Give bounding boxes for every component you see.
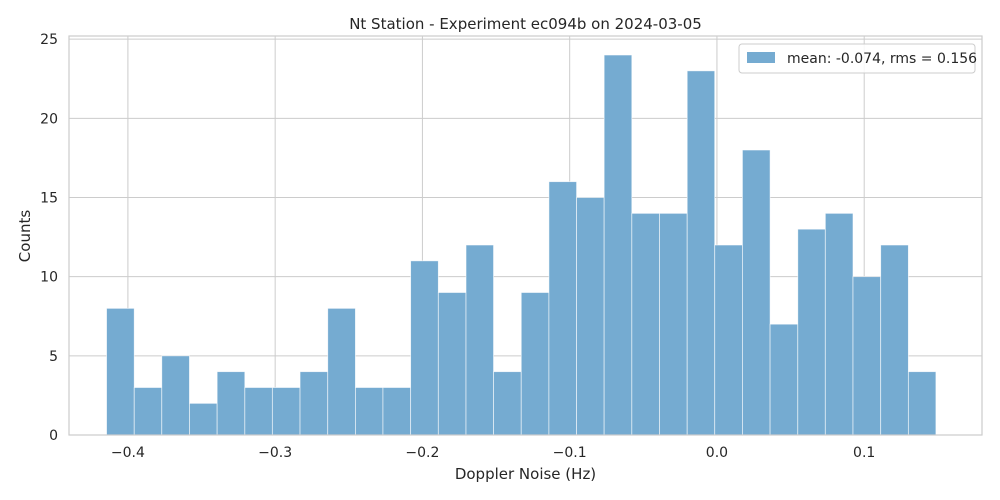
histogram-bar	[216, 371, 246, 436]
y-axis-title: Counts	[16, 210, 34, 263]
histogram-bar	[465, 244, 494, 436]
x-tick-label: −0.4	[111, 445, 145, 461]
histogram-bar	[244, 387, 273, 436]
histogram-bar	[520, 292, 550, 436]
histogram-bar	[299, 371, 329, 436]
histogram-bar	[714, 244, 743, 436]
histogram-bar	[907, 371, 937, 436]
histogram-bar	[355, 387, 384, 436]
legend-swatch	[747, 52, 775, 63]
histogram-bar	[576, 197, 605, 436]
histogram-bar	[327, 307, 356, 436]
chart-title: Nt Station - Experiment ec094b on 2024-0…	[349, 15, 702, 33]
y-tick-label: 25	[40, 32, 58, 48]
histogram-bar	[382, 387, 412, 436]
legend-label: mean: -0.074, rms = 0.156	[787, 51, 977, 67]
histogram-bar	[797, 228, 826, 436]
histogram-bar	[548, 181, 577, 436]
x-tick-label: −0.3	[258, 445, 292, 461]
histogram-bar	[106, 307, 135, 436]
histogram-bar	[603, 54, 633, 436]
y-tick-label: 0	[49, 428, 58, 444]
y-tick-label: 5	[49, 349, 58, 365]
x-tick-label: −0.2	[405, 445, 439, 461]
histogram-bar	[742, 149, 771, 436]
axes-border	[68, 35, 983, 436]
histogram-bar	[824, 212, 854, 436]
x-axis-title: Doppler Noise (Hz)	[455, 465, 596, 483]
histogram-bar	[659, 212, 688, 436]
legend: mean: -0.074, rms = 0.156	[738, 43, 977, 74]
axes-frame	[68, 35, 983, 436]
x-tick-label: −0.1	[553, 445, 587, 461]
histogram-bar	[133, 387, 163, 436]
legend-box	[738, 43, 976, 74]
histogram-bar	[631, 212, 660, 436]
histogram-bar	[271, 387, 301, 436]
histogram-bar	[769, 323, 799, 436]
histogram-bar	[437, 292, 467, 436]
histogram-bar	[880, 244, 909, 436]
histogram-bar	[493, 371, 522, 436]
y-tick-labels: 0 5 10 15 20 25	[40, 32, 58, 444]
histogram-bar	[410, 260, 439, 436]
y-tick-label: 10	[40, 270, 58, 286]
histogram-bar	[852, 276, 882, 436]
histogram-bar	[161, 355, 190, 436]
x-tick-label: 0.0	[706, 445, 728, 461]
y-tick-label: 20	[40, 111, 58, 127]
histogram-bars	[106, 54, 937, 436]
x-tick-labels: −0.4 −0.3 −0.2 −0.1 0.0 0.1	[111, 445, 875, 461]
histogram-bar	[686, 70, 716, 436]
y-tick-label: 15	[40, 191, 58, 207]
x-tick-label: 0.1	[853, 445, 875, 461]
histogram-bar	[189, 402, 218, 436]
